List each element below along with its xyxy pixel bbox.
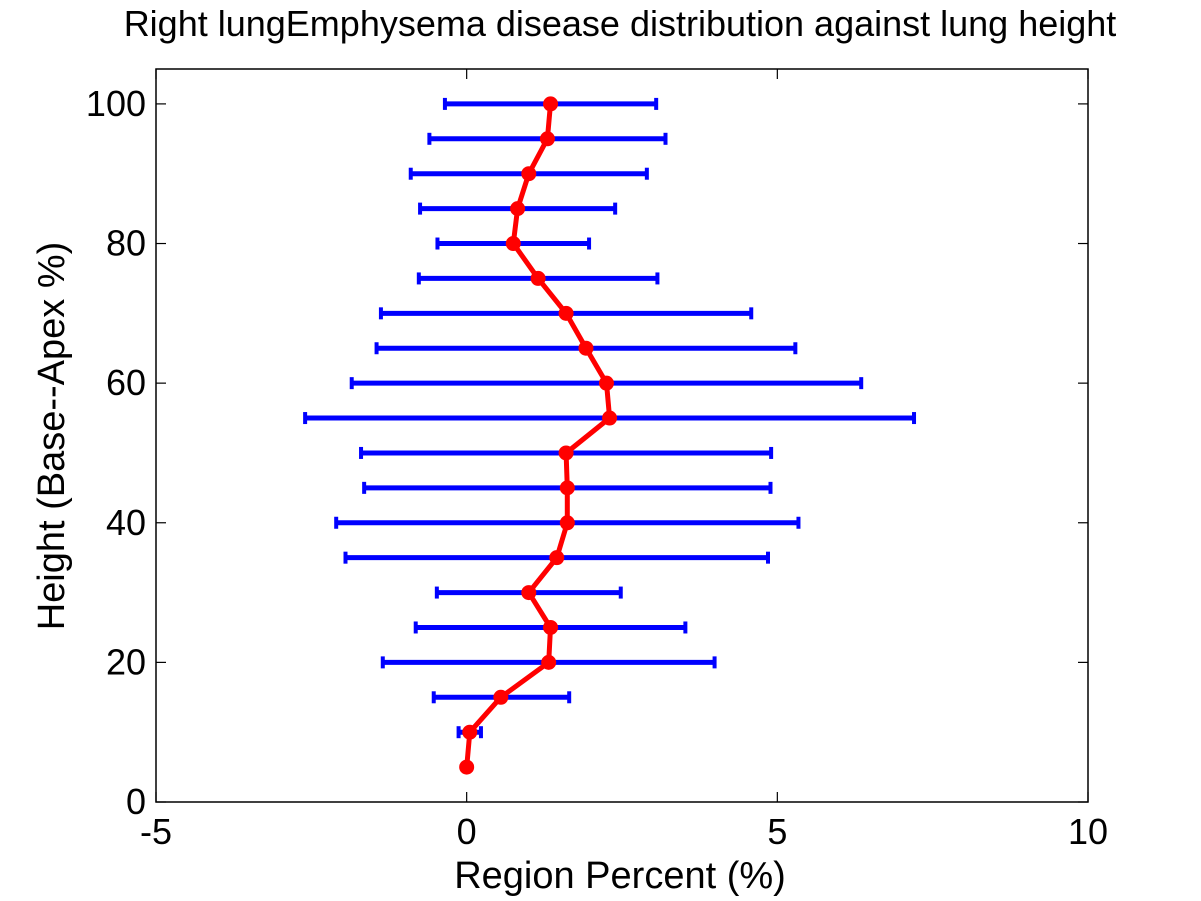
data-point — [462, 724, 478, 740]
y-tick-label: 20 — [106, 641, 146, 682]
x-axis: -5 0 5 10 — [140, 69, 1108, 852]
data-point — [510, 201, 526, 217]
data-point — [521, 166, 537, 182]
plot-frame — [155, 68, 1089, 803]
data-point — [505, 236, 521, 252]
data-point — [521, 585, 537, 601]
data-point — [598, 375, 614, 391]
y-axis: 0 20 40 60 80 100 — [86, 83, 1088, 822]
x-tick-label: -5 — [140, 811, 172, 852]
y-tick-label: 0 — [126, 781, 146, 822]
data-point — [578, 340, 594, 356]
data-point — [530, 270, 546, 286]
data-point — [539, 131, 555, 147]
data-point — [559, 480, 575, 496]
data-point — [558, 305, 574, 321]
data-point — [543, 96, 559, 112]
data-point — [602, 410, 618, 426]
data-point — [549, 550, 565, 566]
data-point — [559, 515, 575, 531]
x-axis-title: Region Percent (%) — [454, 855, 786, 897]
x-tick-label: 10 — [1068, 811, 1108, 852]
data-point — [543, 619, 559, 635]
data-point — [459, 759, 475, 775]
y-axis-title: Height (Base--Apex %) — [31, 242, 73, 631]
marker-group — [459, 96, 618, 775]
y-tick-label: 80 — [106, 223, 146, 264]
y-tick-label: 60 — [106, 362, 146, 403]
chart-title: Right lungEmphysema disease distribution… — [124, 3, 1117, 44]
x-tick-label: 5 — [767, 811, 787, 852]
data-point — [493, 689, 509, 705]
data-point — [541, 654, 557, 670]
y-tick-label: 100 — [86, 83, 146, 124]
data-point — [558, 445, 574, 461]
x-tick-label: 0 — [457, 811, 477, 852]
y-tick-label: 40 — [106, 502, 146, 543]
